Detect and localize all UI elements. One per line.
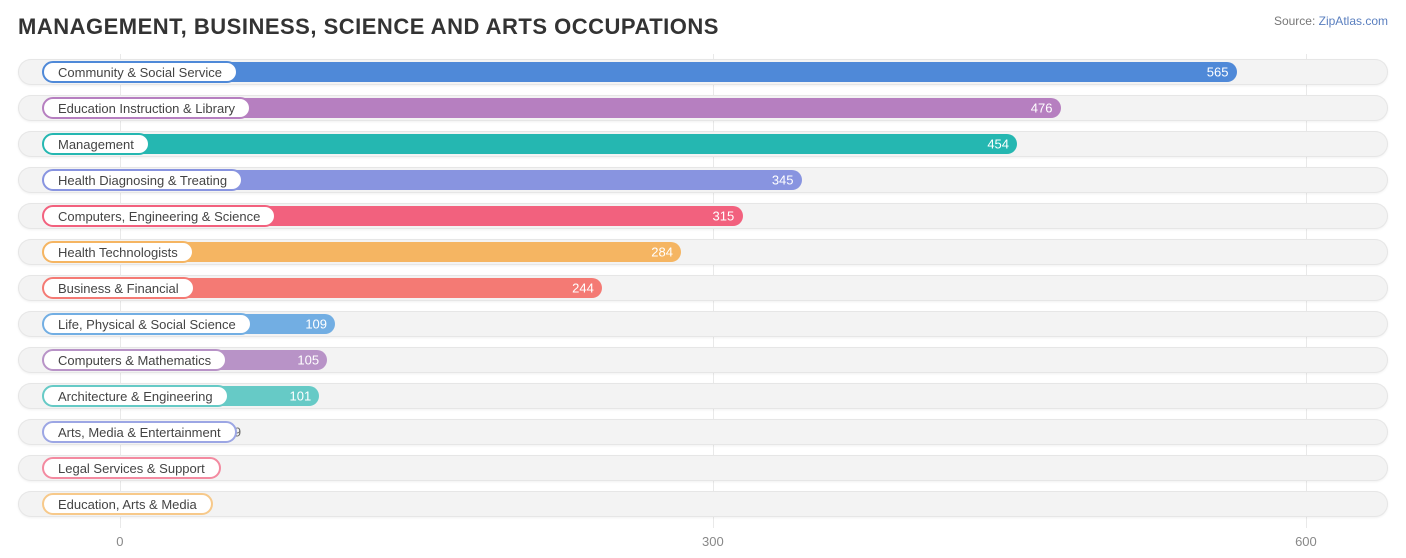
chart-plot: Community & Social Service 565 Education I… (18, 54, 1388, 522)
bar-row: Architecture & Engineering 101 (18, 378, 1388, 414)
bar-value-label: 565 (1207, 65, 1229, 80)
bar-track: Community & Social Service 565 (18, 59, 1388, 85)
bar-label-pill: Education Instruction & Library (42, 97, 251, 119)
source-attribution: Source: ZipAtlas.com (1274, 14, 1388, 28)
bar-row: Computers, Engineering & Science 315 (18, 198, 1388, 234)
x-tick-label: 300 (702, 534, 724, 549)
bar-fill (120, 98, 1061, 118)
bar-label-pill: Life, Physical & Social Science (42, 313, 252, 335)
bar-value-label: 476 (1031, 101, 1053, 116)
x-tick-label: 600 (1295, 534, 1317, 549)
bar-label-pill: Management (42, 133, 150, 155)
bar-row: Education Instruction & Library 476 (18, 90, 1388, 126)
bar-value-label: 315 (713, 209, 735, 224)
bar-track: Computers, Engineering & Science 315 (18, 203, 1388, 229)
bar-row: Management 454 (18, 126, 1388, 162)
bar-row: Life, Physical & Social Science 109 (18, 306, 1388, 342)
chart-container: MANAGEMENT, BUSINESS, SCIENCE AND ARTS O… (0, 0, 1406, 558)
bar-label-pill: Health Technologists (42, 241, 194, 263)
bar-value-label: 244 (572, 281, 594, 296)
bar-track: Education, Arts & Media9 (18, 491, 1388, 517)
bar-track: Health Diagnosing & Treating 345 (18, 167, 1388, 193)
bar-track: Management 454 (18, 131, 1388, 157)
bar-label-pill: Community & Social Service (42, 61, 238, 83)
bar-track: Life, Physical & Social Science 109 (18, 311, 1388, 337)
x-axis: 0 300 600 (18, 528, 1388, 554)
bar-track: Health Technologists 284 (18, 239, 1388, 265)
bar-row: Education, Arts & Media9 (18, 486, 1388, 522)
bar-row: Community & Social Service 565 (18, 54, 1388, 90)
bar-track: Computers & Mathematics 105 (18, 347, 1388, 373)
bar-label-pill: Architecture & Engineering (42, 385, 229, 407)
bar-label-pill: Computers & Mathematics (42, 349, 227, 371)
bar-track: Arts, Media & Entertainment49 (18, 419, 1388, 445)
bar-value-label: 109 (305, 317, 327, 332)
bar-label-pill: Arts, Media & Entertainment (42, 421, 237, 443)
source-prefix: Source: (1274, 14, 1319, 28)
bar-row: Arts, Media & Entertainment49 (18, 414, 1388, 450)
bar-row: Health Technologists 284 (18, 234, 1388, 270)
bar-track: Legal Services & Support31 (18, 455, 1388, 481)
bar-track: Business & Financial 244 (18, 275, 1388, 301)
bar-label-pill: Education, Arts & Media (42, 493, 213, 515)
chart-title: MANAGEMENT, BUSINESS, SCIENCE AND ARTS O… (18, 14, 719, 40)
bar-label-pill: Business & Financial (42, 277, 195, 299)
bar-row: Computers & Mathematics 105 (18, 342, 1388, 378)
bar-label-pill: Legal Services & Support (42, 457, 221, 479)
bar-row: Health Diagnosing & Treating 345 (18, 162, 1388, 198)
chart-area: Community & Social Service 565 Education I… (18, 54, 1388, 554)
bar-fill (120, 134, 1017, 154)
bar-value-label: 454 (987, 137, 1009, 152)
bar-label-pill: Health Diagnosing & Treating (42, 169, 243, 191)
source-link[interactable]: ZipAtlas.com (1319, 14, 1388, 28)
bar-value-label: 345 (772, 173, 794, 188)
header: MANAGEMENT, BUSINESS, SCIENCE AND ARTS O… (18, 14, 1388, 40)
bar-track: Architecture & Engineering 101 (18, 383, 1388, 409)
bar-label-pill: Computers, Engineering & Science (42, 205, 276, 227)
bar-fill (120, 242, 681, 262)
bar-row: Business & Financial 244 (18, 270, 1388, 306)
bar-value-label: 105 (297, 353, 319, 368)
bar-row: Legal Services & Support31 (18, 450, 1388, 486)
bar-fill (120, 62, 1237, 82)
bar-track: Education Instruction & Library 476 (18, 95, 1388, 121)
bar-value-label: 284 (651, 245, 673, 260)
x-tick-label: 0 (116, 534, 123, 549)
bar-value-label: 101 (289, 389, 311, 404)
